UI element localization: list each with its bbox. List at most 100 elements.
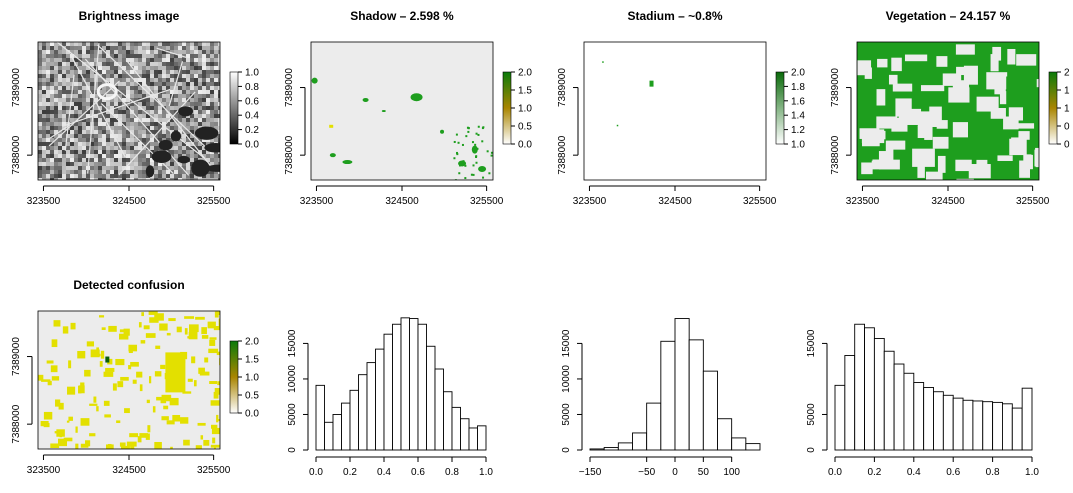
confusion-patch bbox=[56, 429, 65, 437]
map-pixel bbox=[126, 114, 130, 118]
map-pixel bbox=[138, 178, 142, 180]
map-pixel bbox=[42, 106, 46, 110]
map-pixel bbox=[126, 58, 130, 62]
map-pixel bbox=[134, 62, 138, 66]
map-pixel bbox=[94, 94, 98, 98]
map-pixel bbox=[218, 178, 220, 180]
map-pixel bbox=[98, 150, 102, 154]
shadow-patch bbox=[381, 110, 386, 112]
map-pixel bbox=[138, 78, 142, 82]
map-pixel bbox=[66, 166, 70, 170]
legend-tick-label: 0.6 bbox=[245, 96, 259, 107]
map-pixel bbox=[74, 90, 78, 94]
map-pixel bbox=[150, 142, 154, 146]
map-pixel bbox=[214, 82, 218, 86]
map-pixel bbox=[162, 54, 166, 58]
y-tick-label: 0 bbox=[806, 447, 817, 453]
map-pixel bbox=[122, 122, 126, 126]
map-pixel bbox=[94, 106, 98, 110]
map-pixel bbox=[82, 82, 86, 86]
map-pixel bbox=[190, 54, 194, 58]
map-pixel bbox=[162, 50, 166, 54]
map-pixel bbox=[218, 98, 220, 102]
legend-tick-label: 1.5 bbox=[245, 355, 259, 366]
map-pixel bbox=[46, 146, 50, 150]
map-pixel bbox=[74, 146, 78, 150]
map-pixel bbox=[210, 78, 214, 82]
map-pixel bbox=[154, 142, 158, 146]
map-pixel bbox=[46, 166, 50, 170]
map-pixel bbox=[42, 142, 46, 146]
confusion-patch bbox=[128, 345, 133, 354]
map-pixel bbox=[142, 58, 146, 62]
map-pixel bbox=[42, 162, 46, 166]
map-pixel bbox=[54, 162, 58, 166]
map-pixel bbox=[42, 122, 46, 126]
map-pixel bbox=[154, 102, 158, 106]
map-pixel bbox=[82, 134, 86, 138]
map-pixel bbox=[150, 162, 154, 166]
map-pixel bbox=[178, 46, 182, 50]
map-pixel bbox=[82, 178, 86, 180]
map-pixel bbox=[162, 130, 166, 134]
map-pixel bbox=[74, 150, 78, 154]
confusion-patch bbox=[149, 317, 159, 323]
histogram-bar bbox=[660, 340, 676, 451]
map-pixel bbox=[94, 122, 98, 126]
map-pixel bbox=[86, 126, 90, 130]
shadow-patch bbox=[311, 77, 318, 84]
map-pixel bbox=[166, 78, 170, 82]
road-line bbox=[118, 91, 196, 176]
confusion-patch bbox=[156, 396, 163, 401]
map-pixel bbox=[38, 90, 42, 94]
map-pixel bbox=[102, 166, 106, 170]
map-pixel bbox=[138, 154, 142, 158]
map-pixel bbox=[94, 146, 98, 150]
map-pixel bbox=[194, 114, 198, 118]
map-pixel bbox=[102, 70, 106, 74]
non-veg-patch bbox=[888, 74, 898, 85]
map-pixel bbox=[146, 74, 150, 78]
map-pixel bbox=[126, 154, 130, 158]
map-pixel bbox=[146, 138, 150, 142]
map-pixel bbox=[50, 86, 54, 90]
map-pixel bbox=[174, 174, 178, 178]
map-pixel bbox=[166, 102, 170, 106]
road-line bbox=[64, 74, 75, 151]
histogram-bar bbox=[358, 374, 368, 451]
confusion-patch bbox=[137, 436, 142, 443]
legend-tick-label: 0.8 bbox=[245, 82, 259, 93]
map-pixel bbox=[58, 54, 62, 58]
map-pixel bbox=[50, 122, 54, 126]
map-pixel bbox=[70, 146, 74, 150]
map-pixel bbox=[162, 122, 166, 126]
map-pixel bbox=[210, 138, 214, 142]
confusion-patch bbox=[81, 387, 85, 390]
map-pixel bbox=[166, 42, 170, 46]
histogram-bar bbox=[392, 323, 402, 451]
y-tick-label: 10000 bbox=[287, 365, 298, 393]
map-pixel bbox=[90, 162, 94, 166]
map-pixel bbox=[162, 110, 166, 114]
map-pixel bbox=[210, 114, 214, 118]
map-pixel bbox=[190, 86, 194, 90]
map-pixel bbox=[62, 86, 66, 90]
map-pixel bbox=[186, 130, 190, 134]
map-pixel bbox=[118, 78, 122, 82]
map-pixel bbox=[78, 66, 82, 70]
map-pixel bbox=[166, 90, 170, 94]
map-pixel bbox=[150, 178, 154, 180]
map-pixel bbox=[206, 102, 210, 106]
map-pixel bbox=[98, 138, 102, 142]
map-pixel bbox=[42, 130, 46, 134]
map-pixel bbox=[182, 142, 186, 146]
map-pixel bbox=[182, 62, 186, 66]
map-pixel bbox=[110, 170, 114, 174]
map-pixel bbox=[122, 138, 126, 142]
map-pixel bbox=[42, 166, 46, 170]
map-pixel bbox=[182, 46, 186, 50]
map-pixel bbox=[62, 170, 66, 174]
